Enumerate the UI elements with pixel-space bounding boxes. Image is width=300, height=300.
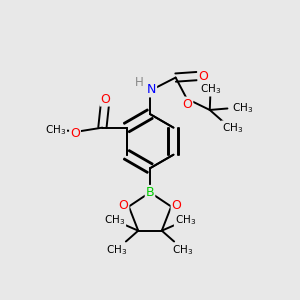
Text: N: N bbox=[147, 83, 156, 96]
Text: CH$_3$: CH$_3$ bbox=[106, 244, 128, 257]
Text: CH$_3$: CH$_3$ bbox=[222, 121, 243, 135]
Text: H: H bbox=[135, 76, 143, 89]
Text: O: O bbox=[198, 70, 208, 83]
Text: O: O bbox=[172, 200, 182, 212]
Text: CH$_3$: CH$_3$ bbox=[45, 124, 66, 137]
Text: CH$_3$: CH$_3$ bbox=[200, 82, 221, 96]
Text: O: O bbox=[100, 93, 110, 106]
Text: CH$_3$: CH$_3$ bbox=[104, 213, 125, 227]
Text: O: O bbox=[182, 98, 192, 111]
Text: B: B bbox=[146, 186, 154, 199]
Text: CH$_3$: CH$_3$ bbox=[232, 102, 253, 116]
Text: CH$_3$: CH$_3$ bbox=[175, 213, 196, 227]
Text: O: O bbox=[70, 127, 80, 140]
Text: CH$_3$: CH$_3$ bbox=[172, 244, 194, 257]
Text: O: O bbox=[118, 200, 128, 212]
